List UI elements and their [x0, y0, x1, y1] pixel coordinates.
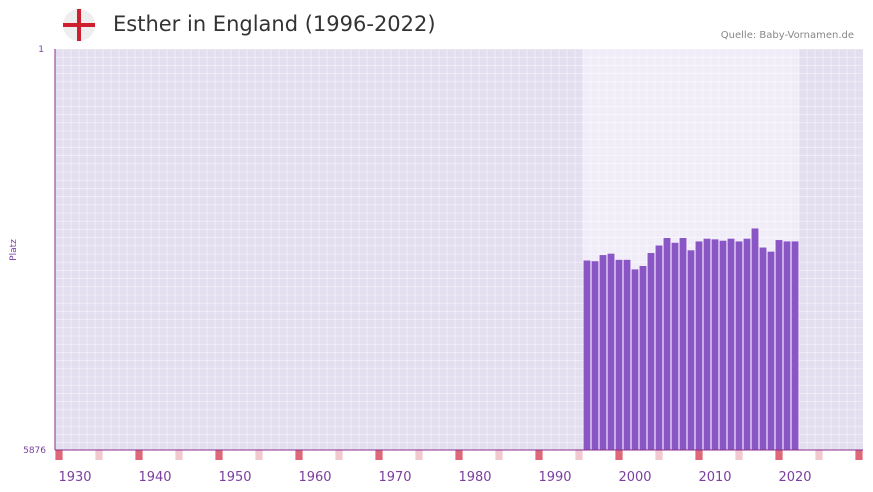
bar-2004[interactable] — [663, 237, 671, 450]
year-marker — [335, 450, 343, 460]
year-marker — [695, 450, 703, 460]
year-marker — [495, 450, 503, 460]
bar-2002[interactable] — [647, 253, 655, 450]
bar-1997[interactable] — [607, 253, 615, 450]
x-tick-2010: 2010 — [698, 470, 731, 485]
bar-1995[interactable] — [591, 261, 599, 450]
x-tick-2000: 2000 — [618, 470, 651, 485]
year-marker — [175, 450, 183, 460]
x-tick-1980: 1980 — [458, 470, 491, 485]
year-marker — [855, 450, 863, 460]
bar-2007[interactable] — [687, 250, 695, 450]
bar-2006[interactable] — [679, 237, 687, 450]
chart-title: Esther in England (1996-2022) — [113, 12, 436, 36]
year-marker — [575, 450, 583, 460]
x-tick-1930: 1930 — [58, 470, 91, 485]
year-marker — [535, 450, 543, 460]
bar-2012[interactable] — [727, 238, 735, 450]
x-tick-1990: 1990 — [538, 470, 571, 485]
bar-2016[interactable] — [759, 247, 767, 450]
year-marker — [255, 450, 263, 460]
y-axis-label: Platz — [9, 239, 19, 261]
bar-2017[interactable] — [767, 251, 775, 450]
bar-series — [583, 228, 799, 450]
x-tick-labels: 1930 1940 1950 1960 1970 1980 1990 2000 2010 2020 — [58, 470, 811, 485]
year-marker — [295, 450, 303, 460]
bar-2020[interactable] — [791, 241, 799, 450]
x-tick-2020: 2020 — [778, 470, 811, 485]
x-tick-1940: 1940 — [138, 470, 171, 485]
x-tick-1960: 1960 — [298, 470, 331, 485]
bar-2001[interactable] — [639, 265, 647, 450]
bar-2015[interactable] — [751, 228, 759, 450]
bar-2014[interactable] — [743, 238, 751, 450]
y-tick-top: 1 — [38, 45, 44, 55]
bar-2010[interactable] — [711, 239, 719, 450]
year-marker — [615, 450, 623, 460]
year-marker — [775, 450, 783, 460]
year-marker — [655, 450, 663, 460]
year-marker — [55, 450, 63, 460]
bar-2009[interactable] — [703, 238, 711, 450]
bar-1994[interactable] — [583, 260, 591, 450]
bar-2011[interactable] — [719, 240, 727, 450]
year-marker — [455, 450, 463, 460]
bar-1999[interactable] — [623, 259, 631, 450]
bar-2000[interactable] — [631, 269, 639, 450]
decade-markers — [55, 450, 863, 460]
bar-2008[interactable] — [695, 241, 703, 450]
x-tick-1970: 1970 — [378, 470, 411, 485]
year-marker — [735, 450, 743, 460]
year-marker — [375, 450, 383, 460]
source-credit: Quelle: Baby-Vornamen.de — [720, 30, 854, 41]
year-marker — [415, 450, 423, 460]
y-tick-bottom: 5876 — [23, 446, 46, 456]
bar-1996[interactable] — [599, 255, 607, 450]
bar-2018[interactable] — [775, 240, 783, 450]
year-marker — [95, 450, 103, 460]
bar-2013[interactable] — [735, 241, 743, 450]
year-marker — [215, 450, 223, 460]
bar-2003[interactable] — [655, 245, 663, 450]
england-flag-icon — [63, 9, 95, 41]
x-tick-1950: 1950 — [218, 470, 251, 485]
bar-2019[interactable] — [783, 241, 791, 450]
bar-2005[interactable] — [671, 242, 679, 450]
bar-1998[interactable] — [615, 259, 623, 450]
year-marker — [135, 450, 143, 460]
year-marker — [815, 450, 823, 460]
